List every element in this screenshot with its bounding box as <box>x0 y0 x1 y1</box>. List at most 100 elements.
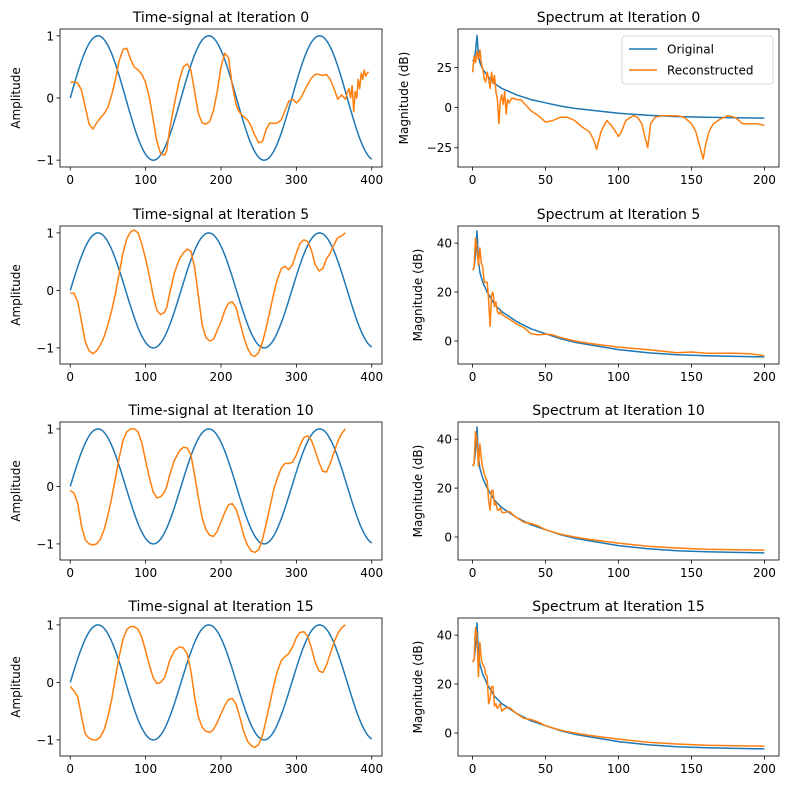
x-tick-label: 100 <box>134 566 157 580</box>
x-tick-label: 0 <box>66 370 74 384</box>
subplot-title: Time-signal at Iteration 0 <box>132 10 309 26</box>
subplot-title: Time-signal at Iteration 10 <box>127 403 313 419</box>
axes-frame <box>457 617 780 757</box>
series-line-reconstructed <box>69 428 346 554</box>
x-tick-label: 0 <box>469 762 477 776</box>
y-tick-label: 0 <box>444 101 452 115</box>
x-tick-label: 400 <box>360 566 383 580</box>
y-tick-label: 1 <box>46 422 54 436</box>
series-line-original <box>471 426 765 554</box>
y-tick-label: 0 <box>46 284 54 298</box>
y-tick-label: −1 <box>36 537 54 551</box>
series-line-original <box>471 230 765 358</box>
subplot-3: 0 50 100 150 200 0 20 40 Spectrum at Iteration 5… <box>411 207 780 384</box>
y-axis-label: Amplitude <box>9 460 23 522</box>
y-tick-label: 1 <box>46 29 54 43</box>
y-tick-label: 25 <box>437 61 452 75</box>
y-tick-label: −1 <box>36 733 54 747</box>
y-tick-label: 1 <box>46 226 54 240</box>
x-tick-label: 200 <box>753 762 776 776</box>
x-tick-label: 200 <box>210 370 233 384</box>
subplot-2: 0 100 200 300 400 −1 0 1 Time-signal at Iteratio… <box>9 207 383 384</box>
series-line-reconstructed <box>70 229 346 358</box>
x-tick-label: 0 <box>66 173 74 187</box>
series-line-reconstructed <box>471 237 765 357</box>
y-tick-label: 40 <box>437 629 452 643</box>
subplot-5: 0 50 100 150 200 0 20 40 Spectrum at Iteration 1… <box>411 403 780 580</box>
x-tick-label: 200 <box>753 173 776 187</box>
y-tick-label: 40 <box>437 237 452 251</box>
subplot-title: Spectrum at Iteration 5 <box>537 207 701 223</box>
y-tick-label: 20 <box>437 286 452 300</box>
y-axis-label: Amplitude <box>9 264 23 326</box>
y-tick-label: 0 <box>444 727 452 741</box>
x-tick-label: 50 <box>538 173 553 187</box>
x-tick-label: 400 <box>360 173 383 187</box>
x-tick-label: 100 <box>607 762 630 776</box>
y-axis-label: Magnitude (dB) <box>411 249 425 342</box>
x-tick-label: 50 <box>538 370 553 384</box>
series-line-original <box>472 34 765 119</box>
series-line-original <box>69 35 373 161</box>
x-tick-label: 400 <box>360 370 383 384</box>
x-tick-label: 150 <box>680 370 703 384</box>
series-line-original <box>471 622 765 750</box>
x-tick-label: 100 <box>607 566 630 580</box>
axes-frame <box>457 421 780 561</box>
y-tick-label: −25 <box>427 141 452 155</box>
y-axis-label: Magnitude (dB) <box>411 641 425 734</box>
subplot-6: 0 100 200 300 400 −1 0 1 Time-signal at Iteratio… <box>9 599 383 776</box>
legend: Original Reconstructed <box>621 35 774 85</box>
x-tick-label: 400 <box>360 762 383 776</box>
y-axis-label: Magnitude (dB) <box>411 445 425 538</box>
y-tick-label: −1 <box>36 154 54 168</box>
x-tick-label: 200 <box>753 370 776 384</box>
legend-box <box>621 35 774 85</box>
x-tick-label: 150 <box>680 566 703 580</box>
x-tick-label: 200 <box>753 566 776 580</box>
x-tick-label: 100 <box>134 370 157 384</box>
y-tick-label: 0 <box>46 92 54 106</box>
x-tick-label: 200 <box>210 566 233 580</box>
x-tick-label: 200 <box>210 762 233 776</box>
subplot-title: Time-signal at Iteration 5 <box>132 207 309 223</box>
subplot-title: Spectrum at Iteration 10 <box>532 403 704 419</box>
series-line-original <box>69 624 373 741</box>
series-line-reconstructed <box>471 49 765 160</box>
subplot-title: Spectrum at Iteration 15 <box>532 599 704 615</box>
x-tick-label: 200 <box>210 173 233 187</box>
x-tick-label: 0 <box>66 566 74 580</box>
y-tick-label: 0 <box>444 335 452 349</box>
y-tick-label: 1 <box>46 618 54 632</box>
subplot-1: 0 50 100 150 200 −25 0 25 Spectrum at Iteration … <box>397 10 780 187</box>
subplot-7: 0 50 100 150 200 0 20 40 Spectrum at Iteration 1… <box>411 599 780 776</box>
x-tick-label: 300 <box>285 173 308 187</box>
y-tick-label: 20 <box>437 678 452 692</box>
y-axis-label: Amplitude <box>9 67 23 129</box>
series-line-reconstructed <box>471 627 765 747</box>
series-line-reconstructed <box>69 624 346 749</box>
x-tick-label: 300 <box>285 566 308 580</box>
x-tick-label: 150 <box>680 762 703 776</box>
series-line-original <box>69 232 373 349</box>
x-tick-label: 0 <box>469 566 477 580</box>
subplot-4: 0 100 200 300 400 −1 0 1 Time-signal at Iteratio… <box>9 403 383 580</box>
y-axis-label: Amplitude <box>9 656 23 718</box>
series-line-reconstructed <box>471 431 765 551</box>
axes-frame <box>457 225 780 365</box>
subplot-title: Spectrum at Iteration 0 <box>537 10 701 26</box>
x-tick-label: 100 <box>607 173 630 187</box>
x-tick-label: 0 <box>469 173 477 187</box>
series-line-original <box>69 428 373 545</box>
x-tick-label: 150 <box>680 173 703 187</box>
x-tick-label: 50 <box>538 566 553 580</box>
y-tick-label: 40 <box>437 433 452 447</box>
y-tick-label: −1 <box>36 341 54 355</box>
x-tick-label: 100 <box>134 762 157 776</box>
x-tick-label: 100 <box>134 173 157 187</box>
subplot-0: 0 100 200 300 400 −1 0 1 Time-signal at Iteratio… <box>9 10 383 187</box>
legend-label-original: Original <box>667 43 714 57</box>
x-tick-label: 300 <box>285 370 308 384</box>
y-tick-label: 0 <box>46 480 54 494</box>
legend-label-reconstructed: Reconstructed <box>667 64 754 78</box>
